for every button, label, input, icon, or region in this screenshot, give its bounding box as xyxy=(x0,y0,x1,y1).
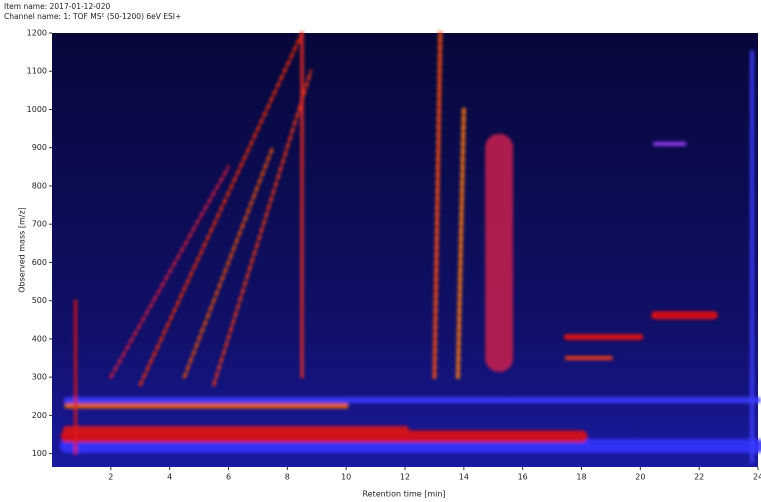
x-tick-label: 4 xyxy=(167,473,172,482)
y-tick-label: 300 xyxy=(32,373,47,382)
y-tick-label: 100 xyxy=(32,449,47,458)
x-tick-label: 10 xyxy=(341,473,351,482)
y-tick-label: 500 xyxy=(32,296,47,305)
channel-name: Channel name: 1: TOF MSᴱ (50-1200) 6eV E… xyxy=(4,12,181,21)
x-tick-label: 14 xyxy=(459,473,469,482)
x-tick-label: 22 xyxy=(694,473,704,482)
x-tick-label: 16 xyxy=(518,473,528,482)
y-tick-label: 400 xyxy=(32,334,47,343)
y-tick-label: 1200 xyxy=(27,29,47,38)
x-tick-label: 2 xyxy=(108,473,113,482)
x-axis-title: Retention time [min] xyxy=(362,490,445,499)
y-axis-title: Observed mass [m/z] xyxy=(18,207,27,293)
y-tick-label: 1000 xyxy=(27,105,47,114)
x-tick-label: 20 xyxy=(635,473,645,482)
x-tick-label: 12 xyxy=(400,473,410,482)
x-tick-label: 18 xyxy=(576,473,586,482)
y-tick-label: 700 xyxy=(32,220,47,229)
x-tick-label: 8 xyxy=(285,473,290,482)
y-tick-label: 600 xyxy=(32,258,47,267)
item-name: Item name: 2017-01-12-020 xyxy=(4,2,110,11)
x-tick-label: 24 xyxy=(753,473,761,482)
y-tick-label: 200 xyxy=(32,411,47,420)
y-tick-label: 1100 xyxy=(27,67,47,76)
chart: Item name: 2017-01-12-020 Channel name: … xyxy=(0,0,761,502)
y-tick-label: 900 xyxy=(32,143,47,152)
x-tick-label: 6 xyxy=(226,473,231,482)
y-tick-label: 800 xyxy=(32,181,47,190)
